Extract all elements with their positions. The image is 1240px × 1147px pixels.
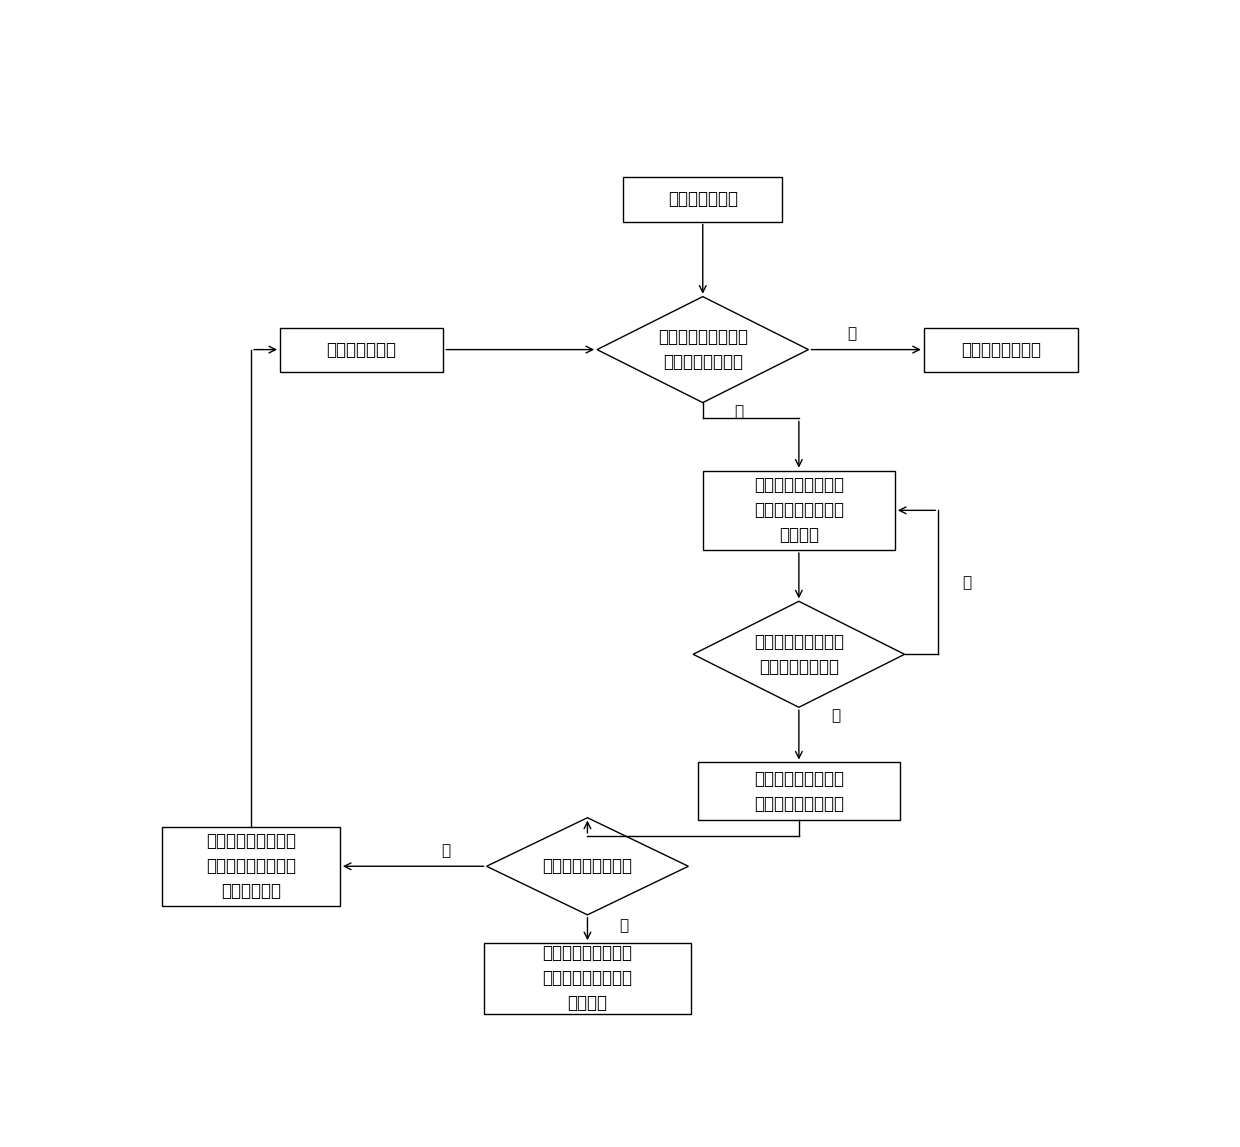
- Text: 否: 否: [831, 709, 839, 724]
- Polygon shape: [486, 818, 688, 915]
- Text: 拍摄设备旋转检测其
监控范围的车位及车
行道状况: 拍摄设备旋转检测其 监控范围的车位及车 行道状况: [754, 476, 844, 545]
- Text: 车位情况是否有变化: 车位情况是否有变化: [542, 857, 632, 875]
- Bar: [162, 827, 340, 906]
- Bar: [924, 328, 1078, 372]
- Text: 激发一对拍摄设备中
的另外一台拍摄设备
进行旋转检测: 激发一对拍摄设备中 的另外一台拍摄设备 进行旋转检测: [206, 833, 296, 900]
- Bar: [280, 328, 444, 372]
- Text: 是: 是: [962, 575, 972, 590]
- Polygon shape: [693, 601, 905, 708]
- Text: 是: 是: [735, 404, 744, 419]
- Text: 返回检测数据，拍摄
设备拍摄方位恢复到
初始状态: 返回检测数据，拍摄 设备拍摄方位恢复到 初始状态: [542, 944, 632, 1013]
- Bar: [698, 763, 900, 820]
- Polygon shape: [596, 297, 808, 403]
- Bar: [484, 943, 691, 1014]
- Text: 拍摄设备静止检测该
段车行道是否有车: 拍摄设备静止检测该 段车行道是否有车: [657, 328, 748, 372]
- Text: 拍摄设备旋转检测该
段车行道是否有车: 拍摄设备旋转检测该 段车行道是否有车: [754, 633, 844, 676]
- Text: 否: 否: [847, 326, 857, 341]
- Text: 拍摄设备保持原状: 拍摄设备保持原状: [961, 341, 1040, 359]
- Text: 否: 否: [441, 843, 451, 858]
- Text: 拍摄设备旋转检测监
控范围内的车位情况: 拍摄设备旋转检测监 控范围内的车位情况: [754, 770, 844, 813]
- Text: 是: 是: [620, 918, 629, 933]
- Text: 驾车驶入停车位: 驾车驶入停车位: [668, 190, 738, 209]
- Bar: [624, 178, 782, 221]
- Bar: [703, 470, 895, 551]
- Text: 驾车驶出停车位: 驾车驶出停车位: [326, 341, 397, 359]
